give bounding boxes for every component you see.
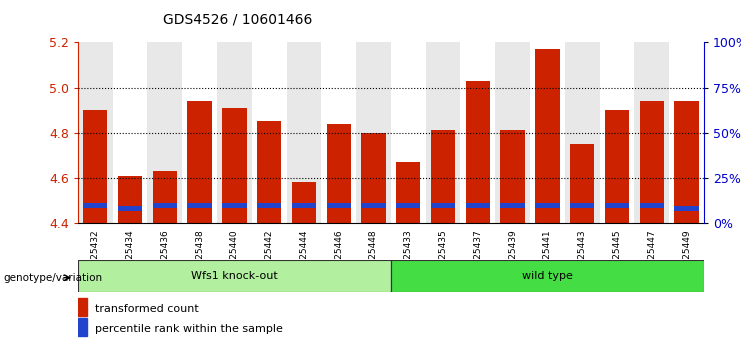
Bar — [639, 204, 664, 209]
Bar — [182, 42, 217, 223]
Bar — [669, 42, 704, 223]
Bar — [78, 318, 87, 336]
Bar — [535, 49, 559, 223]
Bar — [327, 204, 351, 209]
Bar — [674, 101, 699, 223]
Bar — [500, 131, 525, 223]
Bar — [674, 206, 699, 211]
Bar — [565, 42, 599, 223]
Bar — [391, 42, 425, 223]
Bar — [257, 204, 282, 209]
Bar — [535, 204, 559, 209]
Bar — [356, 42, 391, 223]
Bar — [78, 42, 113, 223]
FancyBboxPatch shape — [391, 260, 704, 292]
Bar — [153, 204, 177, 209]
Bar — [83, 110, 107, 223]
Bar — [465, 204, 490, 209]
Bar — [460, 42, 495, 223]
Bar — [222, 108, 247, 223]
Text: GDS4526 / 10601466: GDS4526 / 10601466 — [163, 12, 313, 26]
Bar — [425, 42, 460, 223]
Text: genotype/variation: genotype/variation — [4, 273, 103, 283]
Bar — [570, 144, 594, 223]
Bar — [605, 110, 629, 223]
Bar — [292, 204, 316, 209]
Bar — [530, 42, 565, 223]
Bar — [118, 176, 142, 223]
Bar — [187, 101, 212, 223]
Bar — [78, 298, 87, 316]
Text: wild type: wild type — [522, 271, 573, 281]
Bar — [431, 131, 455, 223]
Bar — [362, 133, 385, 223]
Bar — [113, 42, 147, 223]
Bar — [322, 42, 356, 223]
Bar — [431, 204, 455, 209]
Bar — [500, 204, 525, 209]
Bar — [222, 204, 247, 209]
Bar — [217, 42, 252, 223]
Bar — [187, 204, 212, 209]
Bar — [327, 124, 351, 223]
Bar — [396, 162, 420, 223]
Bar — [362, 204, 385, 209]
Bar — [605, 204, 629, 209]
Bar — [396, 204, 420, 209]
Text: transformed count: transformed count — [95, 304, 199, 314]
Bar — [257, 121, 282, 223]
Bar — [83, 204, 107, 209]
Bar — [292, 182, 316, 223]
Bar — [287, 42, 322, 223]
Bar — [495, 42, 530, 223]
Bar — [570, 204, 594, 209]
Bar — [147, 42, 182, 223]
Bar — [118, 206, 142, 211]
Bar — [639, 101, 664, 223]
FancyBboxPatch shape — [78, 260, 391, 292]
Bar — [599, 42, 634, 223]
Bar — [153, 171, 177, 223]
Bar — [252, 42, 287, 223]
Text: Wfs1 knock-out: Wfs1 knock-out — [191, 271, 278, 281]
Bar — [634, 42, 669, 223]
Text: percentile rank within the sample: percentile rank within the sample — [95, 324, 283, 334]
Bar — [465, 81, 490, 223]
